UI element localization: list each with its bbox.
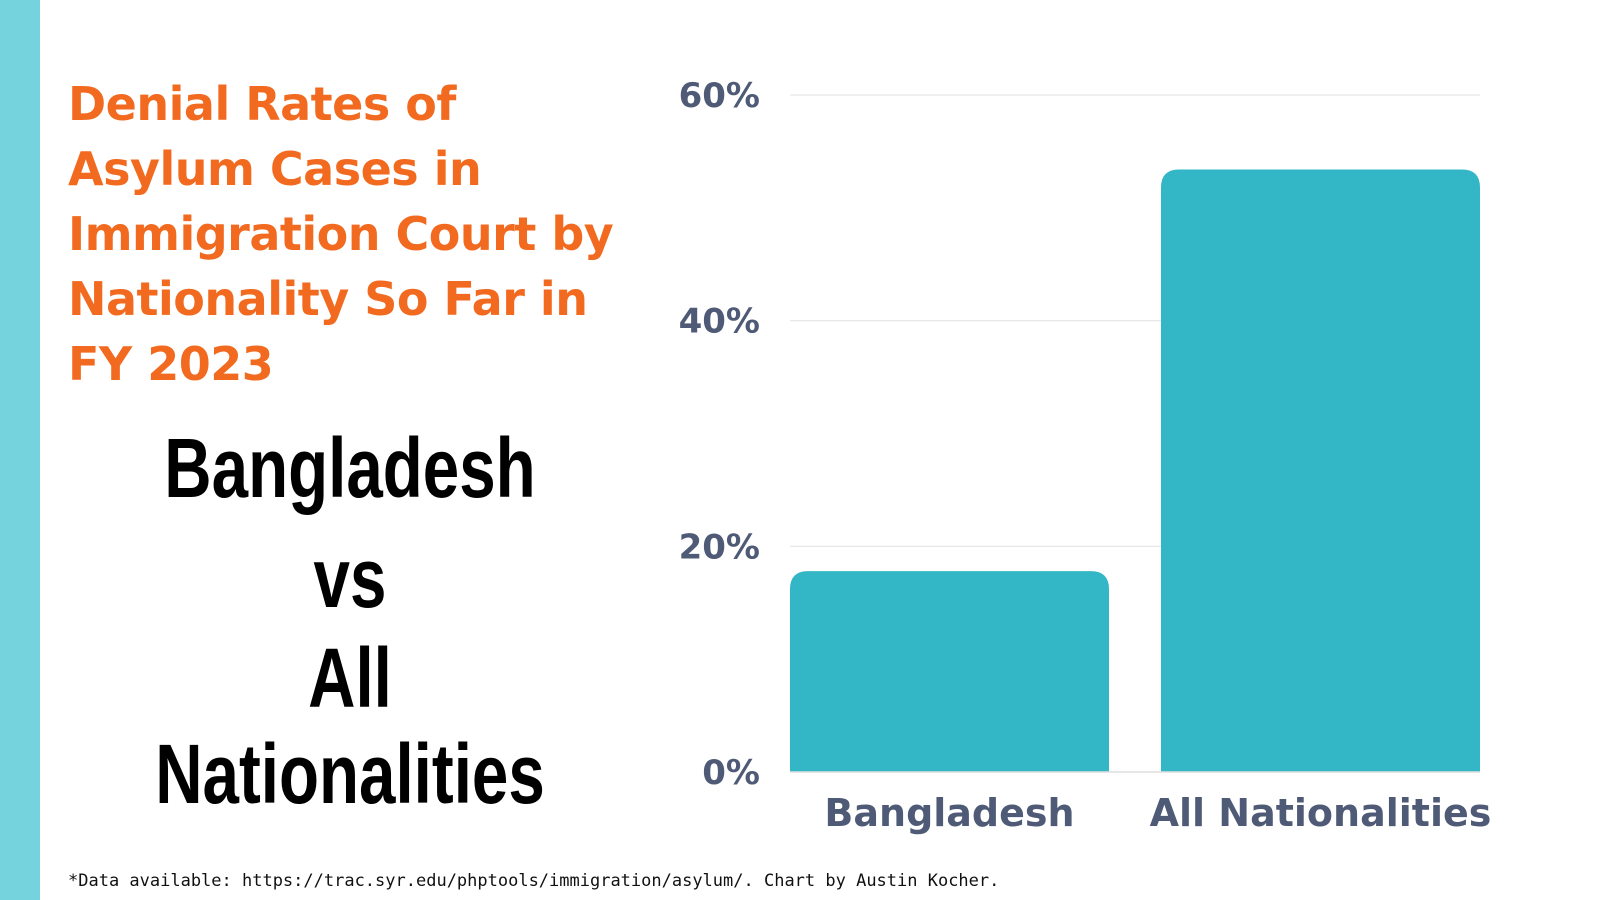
y-tick-label-0: 0% <box>702 753 760 793</box>
chart-title: Denial Rates of Asylum Cases in Immigrat… <box>68 77 614 391</box>
y-tick-label-20: 20% <box>679 527 760 567</box>
headline-bangladesh: Bangladesh <box>164 421 536 515</box>
y-tick-label-40: 40% <box>679 302 760 342</box>
headline-all-nationalities: All Nationalities <box>155 631 545 821</box>
headline-vs: vs <box>313 531 387 625</box>
bar-bangladesh <box>790 571 1109 772</box>
y-tick-label-60: 60% <box>679 76 760 116</box>
footnote: *Data available: https://trac.syr.edu/ph… <box>68 871 1000 891</box>
x-tick-label-bangladesh: Bangladesh <box>824 791 1074 835</box>
bar-all-nationalities <box>1161 169 1480 773</box>
accent-side-bar <box>0 0 40 900</box>
bar-chart: 0% 20% 40% 60% Bangladesh All Nationalities <box>679 76 1492 835</box>
x-tick-label-all-nationalities: All Nationalities <box>1150 791 1492 835</box>
